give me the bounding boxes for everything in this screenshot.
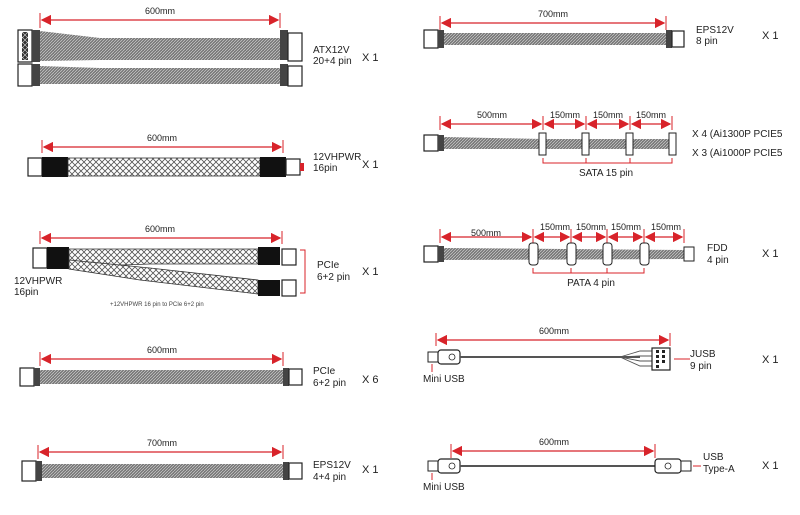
atx12v-connector-right-24pin	[287, 32, 303, 62]
eps12v-left-connector-right	[288, 462, 303, 480]
jusb-length: 600mm	[539, 326, 569, 336]
sata-plug-2	[581, 132, 590, 156]
usb-left-name: Mini USB	[423, 482, 465, 493]
pcie-pins: 6+2 pin	[313, 378, 346, 389]
fdd-name: FDD	[707, 243, 728, 254]
usb-cable: 600mm Mini USB USB Type-A X 1	[423, 437, 779, 493]
12vhpwr-pins: 16pin	[313, 163, 337, 174]
sata-qty-1: X 4 (Ai1300P PCIE5	[692, 129, 783, 140]
atx12v-connector-left-4pin	[17, 63, 33, 87]
jusb-header	[651, 347, 671, 371]
mini-usb-plug-usb	[427, 460, 439, 472]
eps12v-right-connector-left	[423, 29, 439, 49]
pcie-cable: 600mm PCIe 6+2 pin X 6	[19, 345, 379, 389]
sata-length-1: 500mm	[477, 110, 507, 120]
12vhpwr-connector-left	[27, 157, 43, 177]
sata-cable: 500mm 150mm 150mm 150mm SATA 15 pin X 4 …	[423, 110, 783, 179]
atx12v-qty: X 1	[362, 52, 379, 64]
12vhpwr-cable: 600mm 12VHPWR 16pin X 1	[27, 133, 379, 177]
mini-usb-plug-jusb	[427, 351, 439, 363]
eps12v-left-connector-left	[21, 460, 37, 482]
pata-plug-4	[639, 242, 650, 266]
fdd-pins: 4 pin	[707, 255, 729, 266]
split-connector-right-top	[281, 248, 297, 266]
sata-qty-2: X 3 (Ai1000P PCIE5	[692, 148, 783, 159]
pcie-qty: X 6	[362, 374, 379, 386]
eps12v-left-name: EPS12V	[313, 460, 351, 471]
eps12v-right-pins: 8 pin	[696, 36, 718, 47]
eps12v-cable-right: 700mm EPS12V 8 pin X 1	[423, 9, 779, 49]
usb-right-name: USB	[703, 452, 724, 463]
usb-qty: X 1	[762, 460, 779, 472]
sata-connector-psu	[423, 134, 439, 152]
sata-length-4: 150mm	[636, 110, 666, 120]
12vhpwr-connector-right	[285, 158, 301, 176]
12vhpwr-pcie-split-cable: 600mm 12VHPWR 16pin PCIe 6+2 pin +12VHPW…	[14, 224, 379, 308]
split-left-pins: 16pin	[14, 287, 38, 298]
atx12v-pins: 20+4 pin	[313, 56, 352, 67]
split-right-pins: 6+2 pin	[317, 272, 350, 283]
atx12v-length: 600mm	[145, 6, 175, 16]
eps12v-right-name: EPS12V	[696, 25, 734, 36]
eps12v-right-connector-right	[671, 30, 685, 48]
usb-length: 600mm	[539, 437, 569, 447]
eps12v-left-pins: 4+4 pin	[313, 472, 346, 483]
jusb-qty: X 1	[762, 354, 779, 366]
jusb-left-name: Mini USB	[423, 374, 465, 385]
pata-length-5: 150mm	[651, 222, 681, 232]
pcie-connector-left	[19, 367, 35, 387]
pata-plug-1	[528, 242, 539, 266]
pata-length-2: 150mm	[540, 222, 570, 232]
fdd-plug	[683, 246, 695, 262]
pata-length-4: 150mm	[611, 222, 641, 232]
jusb-right-name: JUSB	[690, 349, 716, 360]
jusb-cable: 600mm Mini USB JUSB 9 pin X 1	[423, 326, 779, 385]
usb-right-type: Type-A	[703, 464, 735, 475]
pata-qty: X 1	[762, 248, 779, 260]
pata-length-1: 500mm	[471, 228, 501, 238]
split-connector-left	[32, 247, 48, 269]
split-connector-right-bottom	[281, 279, 297, 297]
sata-plug-3	[625, 132, 634, 156]
split-qty: X 1	[362, 266, 379, 278]
jusb-right-pins: 9 pin	[690, 361, 712, 372]
12vhpwr-name: 12VHPWR	[313, 152, 361, 163]
atx12v-name: ATX12V	[313, 45, 350, 56]
pcie-name: PCIe	[313, 366, 336, 377]
pcie-length: 600mm	[147, 345, 177, 355]
12vhpwr-qty: X 1	[362, 159, 379, 171]
pata-name: PATA 4 pin	[567, 278, 615, 289]
pata-connector-psu	[423, 245, 439, 263]
eps12v-right-length: 700mm	[538, 9, 568, 19]
eps12v-left-qty: X 1	[362, 464, 379, 476]
12vhpwr-length: 600mm	[147, 133, 177, 143]
pata-plug-2	[566, 242, 577, 266]
pata-length-3: 150mm	[576, 222, 606, 232]
pata-cable: 500mm 150mm 150mm 150mm 150mm PATA 4 pin…	[423, 222, 779, 289]
sata-name: SATA 15 pin	[579, 168, 633, 179]
eps12v-cable-left: 700mm EPS12V 4+4 pin X 1	[21, 438, 379, 483]
sata-length-2: 150mm	[550, 110, 580, 120]
pcie-connector-right	[288, 368, 303, 386]
sata-plug-1	[538, 132, 547, 156]
eps12v-left-length: 700mm	[147, 438, 177, 448]
atx12v-connector-right-4pin	[287, 65, 303, 87]
split-right-name: PCIe	[317, 260, 340, 271]
sata-plug-4	[668, 132, 677, 156]
pata-plug-3	[602, 242, 613, 266]
sata-length-3: 150mm	[593, 110, 623, 120]
eps12v-right-qty: X 1	[762, 30, 779, 42]
split-note: +12VHPWR 16 pin to PCIe 6+2 pin	[110, 302, 204, 308]
atx12v-cable: 600mm ATX12V 20+4 pin X 1	[17, 6, 379, 87]
split-left-name: 12VHPWR	[14, 276, 62, 287]
split-length: 600mm	[145, 224, 175, 234]
